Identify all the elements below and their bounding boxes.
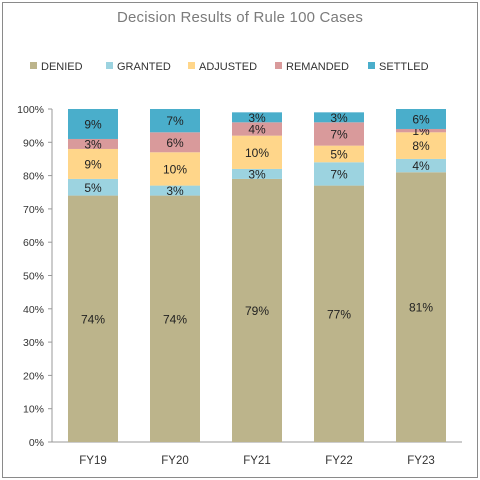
bar-segment: [68, 109, 118, 139]
bar-segment: [232, 112, 282, 123]
bar-segment: [232, 168, 282, 179]
legend-label: GRANTED: [117, 61, 171, 73]
bar-segment: [314, 112, 364, 123]
bar-segment: [150, 109, 200, 133]
data-label: 3%: [84, 137, 102, 151]
y-tick-label: 50%: [23, 271, 44, 283]
bar-segment: [150, 185, 200, 196]
bar-segment: [68, 148, 118, 179]
legend-swatch: [368, 62, 375, 69]
bar-segment: [396, 109, 446, 129]
legend-label: DENIED: [41, 61, 83, 73]
data-label: 4%: [248, 122, 266, 136]
data-label: 3%: [166, 184, 184, 198]
y-tick-label: 40%: [23, 304, 44, 316]
y-axis: 0% 10% 20% 30% 40% 50% 60% 70% 80% 90% 100%: [17, 104, 462, 449]
bars: 74%5%9%3%9%74%3%10%6%7%79%3%10%4%3%77%7%…: [68, 109, 446, 442]
bar-segment: [68, 195, 118, 442]
y-tick-label: 20%: [23, 370, 44, 382]
data-label: 8%: [412, 139, 430, 153]
bar-segment: [150, 132, 200, 153]
bar-segment: [396, 158, 446, 173]
data-label: 6%: [412, 112, 430, 126]
x-tick-label: FY22: [325, 455, 353, 467]
bar-segment: [68, 178, 118, 196]
data-label: 3%: [248, 167, 266, 181]
x-tick-label: FY19: [79, 455, 107, 467]
bar-segment: [68, 138, 118, 149]
legend-swatch: [188, 62, 195, 69]
bar-segment: [314, 162, 364, 186]
bar-segment: [314, 145, 364, 163]
y-tick-label: 0%: [29, 437, 44, 449]
data-label: 7%: [166, 114, 184, 128]
data-label: 10%: [163, 162, 187, 176]
bar-segment: [396, 172, 446, 442]
y-tick-label: 60%: [23, 237, 44, 249]
bar-segment: [150, 152, 200, 186]
bar-segment: [232, 122, 282, 136]
y-tick-label: 90%: [23, 137, 44, 149]
data-label: 9%: [84, 157, 102, 171]
legend-label: ADJUSTED: [199, 61, 257, 73]
bar-segment: [314, 185, 364, 442]
legend-swatch: [106, 62, 113, 69]
chart-title: Decision Results of Rule 100 Cases: [116, 9, 364, 26]
bar-segment: [150, 195, 200, 442]
y-tick-label: 80%: [23, 171, 44, 183]
legend-swatch: [30, 62, 37, 69]
data-label: 79%: [245, 304, 269, 318]
data-label: 4%: [412, 159, 430, 173]
x-tick-label: FY20: [161, 455, 189, 467]
data-label: 7%: [330, 167, 348, 181]
data-label: 74%: [163, 312, 187, 326]
data-label: 9%: [84, 117, 102, 131]
x-tick-label: FY23: [407, 455, 435, 467]
data-label: 77%: [327, 307, 351, 321]
data-label: 6%: [166, 136, 184, 150]
legend-label: REMANDED: [286, 61, 349, 73]
data-label: 5%: [330, 147, 348, 161]
data-label: 74%: [81, 312, 105, 326]
data-label: 3%: [248, 111, 266, 125]
legend-label: SETTLED: [379, 61, 429, 73]
data-label: 3%: [330, 111, 348, 125]
y-tick-label: 70%: [23, 204, 44, 216]
y-tick-label: 100%: [17, 104, 44, 116]
bar-segment: [396, 128, 446, 133]
data-label: 10%: [245, 146, 269, 160]
legend-swatch: [275, 62, 282, 69]
legend: DENIED GRANTED ADJUSTED REMANDED SETTLED: [30, 61, 429, 73]
data-label: 7%: [330, 127, 348, 141]
bar-segment: [232, 178, 282, 442]
bar-segment: [232, 135, 282, 169]
bar-segment: [396, 132, 446, 159]
y-tick-label: 30%: [23, 337, 44, 349]
bar-segment: [314, 122, 364, 146]
data-label: 81%: [409, 301, 433, 315]
y-tick-label: 10%: [23, 404, 44, 416]
data-label: 5%: [84, 181, 102, 195]
x-tick-label: FY21: [243, 455, 271, 467]
x-axis: FY19 FY20 FY21 FY22 FY23: [79, 455, 435, 467]
